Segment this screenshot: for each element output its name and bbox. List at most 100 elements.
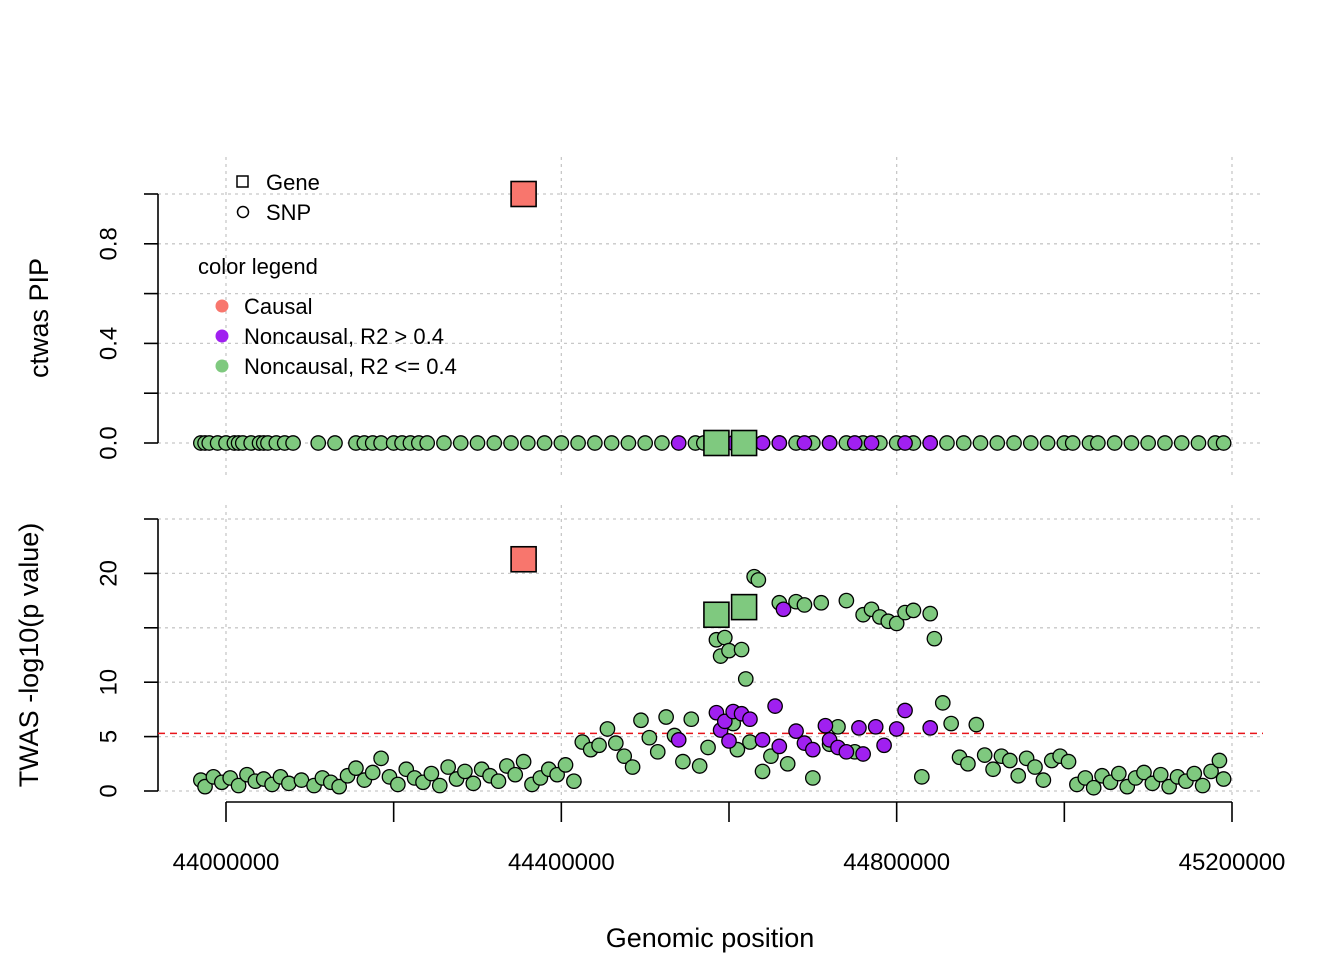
gene-point-causal	[510, 180, 537, 208]
snp-point-low-r2	[637, 435, 654, 451]
snp-point-high-r2	[804, 741, 821, 758]
snp-point-high-r2	[863, 435, 880, 451]
snp-point-low-r2	[452, 435, 469, 451]
snp-point-low-r2	[1215, 435, 1232, 451]
snp-point-low-r2	[591, 737, 607, 754]
snp-point-low-r2	[503, 435, 519, 451]
legend-color-label-noncausal_high_r2: Noncausal, R2 > 0.4	[244, 324, 444, 349]
snp-point-low-r2	[939, 435, 955, 451]
twas-y-axis-title: TWAS -log10(p value)	[14, 523, 44, 788]
snp-point-low-r2	[1152, 766, 1169, 783]
snp-point-low-r2	[457, 763, 473, 780]
snp-point-low-r2	[796, 597, 813, 613]
twas-grid	[158, 505, 1263, 800]
snp-point-high-r2	[788, 723, 804, 740]
snp-point-high-r2	[838, 743, 855, 760]
snp-point-low-r2	[838, 592, 855, 609]
snp-point-low-r2	[1035, 772, 1052, 788]
snp-point-high-r2	[867, 718, 884, 735]
snp-point-low-r2	[675, 753, 691, 770]
snp-point-high-r2	[670, 732, 687, 748]
snp-point-low-r2	[469, 435, 486, 451]
snp-point-low-r2	[905, 602, 922, 619]
snp-point-low-r2	[989, 435, 1006, 451]
snp-point-high-r2	[771, 738, 788, 755]
snp-point-low-r2	[1173, 435, 1190, 451]
snp-point-low-r2	[553, 435, 570, 451]
snp-point-low-r2	[1110, 765, 1127, 782]
pip-y-ticks: 0.0 0.4 0.8	[95, 193, 158, 460]
snp-point-low-r2	[700, 739, 716, 756]
snp-point-high-r2	[897, 702, 913, 719]
snp-point-low-r2	[1010, 767, 1027, 784]
snp-point-high-r2	[775, 601, 792, 618]
snp-point-high-r2	[888, 721, 905, 737]
legend-color-label-noncausal_low_r2: Noncausal, R2 <= 0.4	[244, 354, 457, 379]
snp-point-low-r2	[633, 712, 649, 729]
snp-point-low-r2	[607, 735, 624, 751]
snp-point-low-r2	[658, 709, 674, 725]
snp-point-low-r2	[599, 721, 616, 737]
snp-point-low-r2	[507, 766, 524, 783]
legend: Gene SNP color legend Causal Noncausal, R2 >…	[198, 170, 457, 379]
snp-point-low-r2	[436, 435, 452, 451]
x-tick-label: 45200000	[1179, 849, 1286, 876]
legend-snp-circle-icon	[236, 205, 250, 219]
legend-gene-label: Gene	[266, 170, 320, 195]
snp-point-low-r2	[519, 435, 536, 451]
snp-point-high-r2	[796, 435, 813, 451]
snp-point-low-r2	[1136, 764, 1152, 781]
snp-point-high-r2	[771, 435, 788, 451]
snp-point-low-r2	[934, 695, 951, 711]
snp-point-high-r2	[670, 435, 687, 451]
y-tick-label: 0.8	[95, 227, 122, 260]
snp-point-low-r2	[1157, 435, 1173, 451]
pip-panel: 0.0 0.4 0.8 ctwas PIP Gene SNP color legend C…	[24, 157, 1263, 478]
snp-point-low-r2	[616, 748, 633, 765]
pip-points	[193, 180, 1232, 457]
y-tick-label: 0	[95, 784, 122, 797]
snp-point-low-r2	[737, 671, 754, 687]
snp-point-low-r2	[976, 747, 993, 763]
snp-point-low-r2	[230, 777, 247, 794]
snp-point-low-r2	[515, 753, 532, 770]
snp-point-low-r2	[419, 435, 436, 451]
legend-color-dot-causal	[215, 299, 229, 313]
snp-point-high-r2	[855, 746, 871, 762]
snp-point-high-r2	[754, 732, 771, 748]
snp-point-low-r2	[1203, 763, 1219, 780]
snp-point-low-r2	[1027, 759, 1043, 775]
gene-point-causal	[510, 545, 537, 573]
snp-point-low-r2	[955, 435, 972, 451]
snp-point-low-r2	[649, 743, 666, 760]
twas-y-ticks: 0 5 10 20	[95, 518, 158, 798]
snp-point-low-r2	[536, 435, 553, 451]
snp-point-low-r2	[624, 759, 641, 775]
snp-point-low-r2	[465, 775, 482, 792]
snp-point-high-r2	[742, 711, 758, 728]
snp-point-high-r2	[767, 698, 783, 714]
snp-point-low-r2	[285, 435, 301, 451]
snp-point-low-r2	[327, 435, 343, 451]
snp-point-high-r2	[846, 435, 863, 451]
snp-point-low-r2	[1106, 435, 1123, 451]
snp-point-high-r2	[897, 435, 913, 451]
snp-point-low-r2	[943, 715, 960, 732]
snp-point-high-r2	[821, 435, 838, 451]
snp-point-low-r2	[716, 629, 733, 646]
snp-point-low-r2	[570, 435, 586, 451]
x-tick-label: 44800000	[843, 849, 950, 876]
twas-points	[193, 545, 1232, 796]
gene-point-noncausal	[730, 593, 758, 621]
x-ticks: 44000000 44400000 44800000 45200000	[173, 802, 1286, 876]
snp-point-low-r2	[1215, 771, 1232, 787]
snp-point-low-r2	[490, 773, 507, 790]
snp-point-low-r2	[1022, 435, 1039, 451]
snp-point-low-r2	[364, 764, 381, 781]
legend-color-dot-noncausal_high_r2	[215, 329, 229, 343]
gene-point-noncausal	[703, 429, 730, 457]
snp-point-low-r2	[1211, 752, 1228, 769]
snp-point-low-r2	[888, 615, 905, 632]
twas-panel: 0 5 10 20 TWAS -log10(p value)	[14, 505, 1263, 800]
